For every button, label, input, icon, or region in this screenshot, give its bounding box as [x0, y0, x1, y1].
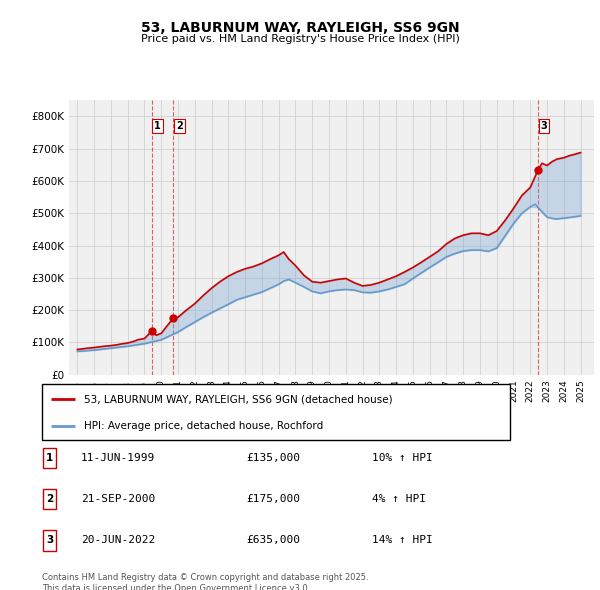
- Text: 53, LABURNUM WAY, RAYLEIGH, SS6 9GN (detached house): 53, LABURNUM WAY, RAYLEIGH, SS6 9GN (det…: [84, 394, 393, 404]
- Text: 4% ↑ HPI: 4% ↑ HPI: [372, 494, 426, 504]
- Text: HPI: Average price, detached house, Rochford: HPI: Average price, detached house, Roch…: [84, 421, 323, 431]
- Text: 1: 1: [154, 121, 161, 131]
- Text: £135,000: £135,000: [246, 453, 300, 463]
- FancyBboxPatch shape: [43, 489, 56, 509]
- Text: Price paid vs. HM Land Registry's House Price Index (HPI): Price paid vs. HM Land Registry's House …: [140, 34, 460, 44]
- Text: 20-JUN-2022: 20-JUN-2022: [81, 536, 155, 545]
- Text: 1: 1: [46, 453, 53, 463]
- FancyBboxPatch shape: [42, 384, 510, 440]
- Text: £175,000: £175,000: [246, 494, 300, 504]
- Text: Contains HM Land Registry data © Crown copyright and database right 2025.
This d: Contains HM Land Registry data © Crown c…: [42, 573, 368, 590]
- Text: 3: 3: [46, 536, 53, 545]
- Text: 21-SEP-2000: 21-SEP-2000: [81, 494, 155, 504]
- Text: 53, LABURNUM WAY, RAYLEIGH, SS6 9GN: 53, LABURNUM WAY, RAYLEIGH, SS6 9GN: [140, 21, 460, 35]
- Text: 2: 2: [46, 494, 53, 504]
- Text: £635,000: £635,000: [246, 536, 300, 545]
- FancyBboxPatch shape: [43, 448, 56, 468]
- Text: 3: 3: [541, 121, 547, 131]
- Text: 10% ↑ HPI: 10% ↑ HPI: [372, 453, 433, 463]
- Text: 2: 2: [176, 121, 182, 131]
- FancyBboxPatch shape: [43, 530, 56, 550]
- Text: 11-JUN-1999: 11-JUN-1999: [81, 453, 155, 463]
- Text: 14% ↑ HPI: 14% ↑ HPI: [372, 536, 433, 545]
